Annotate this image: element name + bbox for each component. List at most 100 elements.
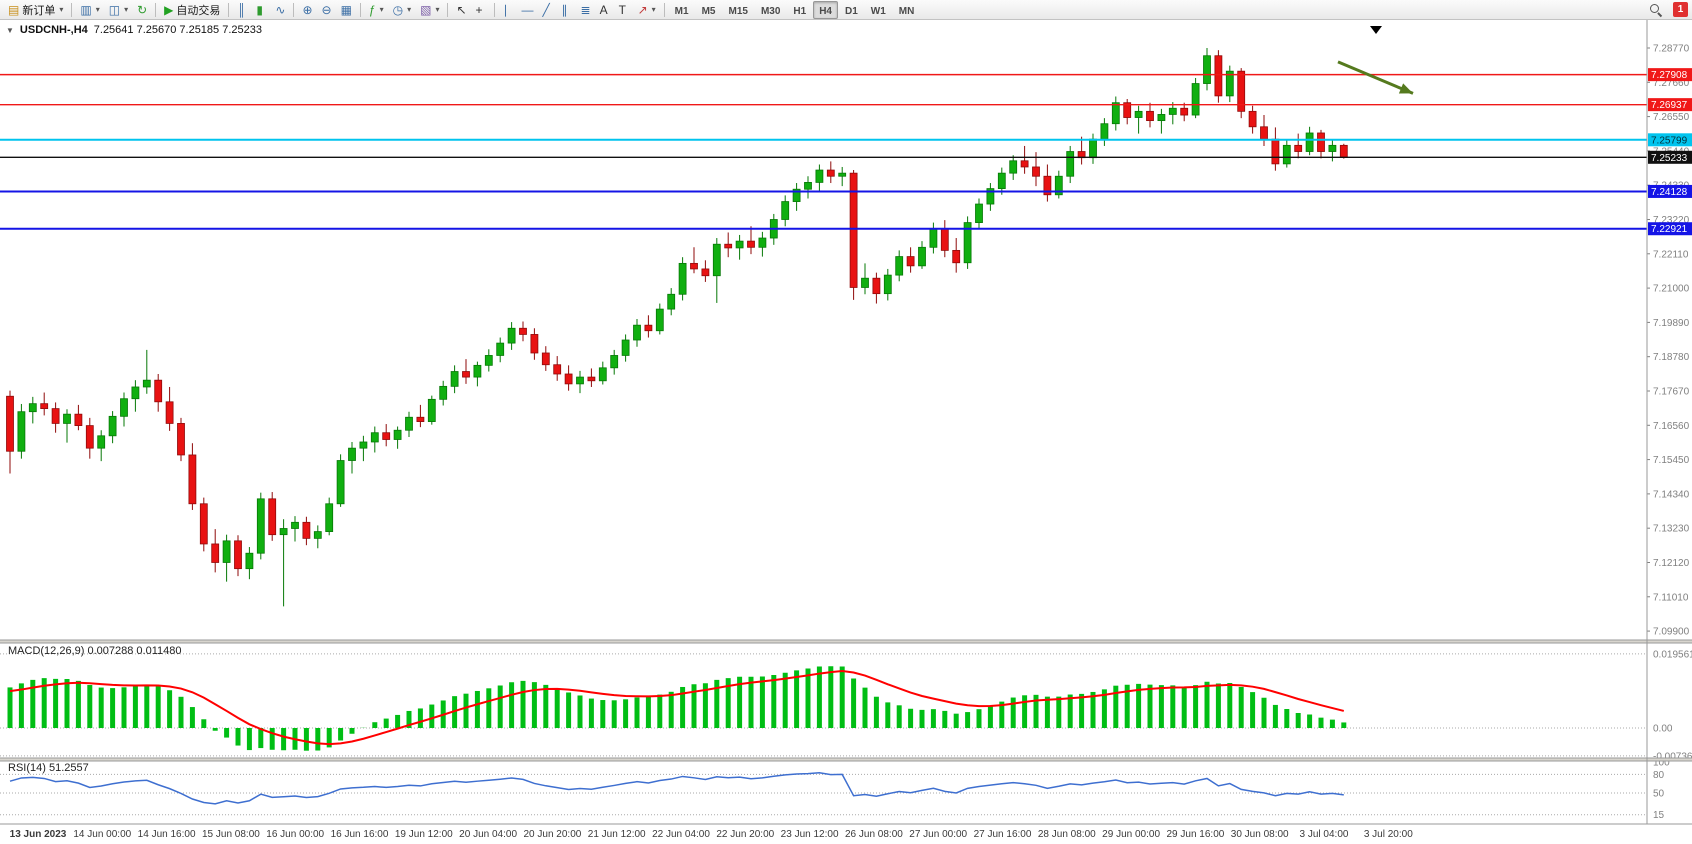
candle (929, 222, 938, 254)
chart-canvas[interactable]: 7.287707.276607.265507.254407.243307.232… (0, 20, 1692, 844)
label-button[interactable]: T (615, 1, 633, 19)
candle (462, 359, 470, 384)
timeframe-button-h1[interactable]: H1 (787, 1, 812, 19)
time-tick-label: 16 Jun 16:00 (331, 829, 389, 840)
price-tick-label: 7.23220 (1653, 215, 1690, 226)
candle (405, 411, 413, 438)
candlestick-chart-button[interactable]: ▮ (252, 1, 270, 19)
autotrading-button[interactable]: ▶ 自动交易 (160, 1, 224, 19)
candle (1271, 127, 1280, 171)
candle (883, 268, 892, 301)
trendline-button[interactable]: ╱ (539, 1, 557, 19)
channel-button[interactable]: ∥ (558, 1, 576, 19)
vertical-line-button[interactable]: ∣ (499, 1, 517, 19)
dropdown-caret-icon: ▾ (651, 5, 656, 14)
candles (6, 48, 1348, 607)
trend-arrow-annotation[interactable] (1337, 60, 1414, 95)
periods-button[interactable]: ◷ ▾ (389, 1, 416, 19)
candle (758, 231, 767, 257)
time-tick-label: 22 Jun 04:00 (652, 829, 710, 840)
candle (735, 234, 744, 260)
bar-chart-button[interactable]: ║ (233, 1, 251, 19)
macd-histogram (7, 666, 1347, 751)
candle (1134, 105, 1143, 134)
candle (199, 497, 208, 552)
candle (1100, 118, 1109, 146)
text-button[interactable]: A (596, 1, 614, 19)
indicators-button[interactable]: ƒ ▾ (365, 1, 388, 19)
toolbar-separator (663, 2, 665, 17)
candle (1225, 65, 1234, 103)
fibonacci-button[interactable]: ≣ (577, 1, 595, 19)
price-tick-label: 7.09900 (1653, 627, 1690, 638)
candle (804, 176, 812, 199)
line-chart-button[interactable]: ∿ (271, 1, 289, 19)
notification-badge[interactable]: 1 (1673, 2, 1688, 17)
one-click-trading-toggle[interactable]: ▼ (6, 25, 14, 35)
candle (872, 272, 881, 304)
crosshair-button[interactable]: + (472, 1, 490, 19)
timeframe-button-d1-label: D1 (844, 6, 858, 17)
timeframe-button-m15[interactable]: M15 (722, 1, 753, 19)
new-order-icon: ▤ (8, 2, 20, 17)
candle (519, 321, 527, 342)
cursor-button[interactable]: ↖ (452, 1, 470, 19)
candle (63, 409, 71, 443)
search-icon (1649, 3, 1662, 16)
macd-axis-label: 0.019561 (1653, 649, 1692, 660)
zoom-in-icon: ⊕ (302, 2, 313, 17)
candle (838, 166, 847, 187)
timeframe-button-w1-label: W1 (870, 6, 886, 17)
timeframe-button-mn[interactable]: MN (893, 1, 921, 19)
profiles-button[interactable]: ◫ ▾ (105, 1, 132, 19)
tile-windows-button[interactable]: ▦ (337, 1, 356, 19)
candle (587, 368, 596, 387)
candle (359, 435, 368, 462)
new-order-button[interactable]: ▤ 新订单 ▾ (4, 1, 67, 19)
dropdown-caret-icon: ▾ (95, 5, 100, 14)
price-axis[interactable]: 7.287707.276607.265507.254407.243307.232… (1647, 44, 1690, 638)
candle (85, 417, 94, 459)
timeframe-button-h4-label: H4 (819, 6, 832, 17)
horizontal-line-button[interactable]: ― (518, 1, 538, 19)
cursor-icon: ↖ (456, 2, 467, 17)
chart-window[interactable]: 7.287707.276607.265507.254407.243307.232… (0, 20, 1692, 844)
candle (1111, 96, 1120, 131)
time-tick-label: 27 Jun 16:00 (974, 829, 1032, 840)
arrows-button[interactable]: ↗ ▾ (634, 1, 660, 19)
timeframe-button-w1[interactable]: W1 (865, 1, 892, 19)
candle (1054, 170, 1063, 199)
timeframe-button-m1[interactable]: M1 (669, 1, 695, 19)
timeframe-button-h4[interactable]: H4 (813, 0, 838, 19)
candle (553, 356, 562, 381)
candle (610, 349, 619, 375)
time-tick-label: 20 Jun 20:00 (523, 829, 581, 840)
refresh-button[interactable]: ↻ (133, 1, 151, 19)
chart-shift-marker[interactable] (1370, 26, 1382, 34)
price-tick-label: 7.27660 (1653, 78, 1690, 89)
price-tick-label: 7.28770 (1653, 44, 1690, 55)
zoom-in-button[interactable]: ⊕ (298, 1, 316, 19)
time-axis[interactable]: 13 Jun 2023 14 Jun 00:00 14 Jun 16:00 15 Ju… (10, 829, 1414, 840)
channel-icon: ∥ (561, 2, 568, 17)
candle (678, 257, 687, 301)
line-chart-icon: ∿ (275, 2, 286, 17)
zoom-out-button[interactable]: ⊖ (318, 1, 336, 19)
candle (291, 516, 299, 542)
timeframe-button-m30[interactable]: M30 (755, 1, 786, 19)
candle (986, 183, 995, 211)
templates-button[interactable]: ▧ ▾ (416, 1, 443, 19)
candle (952, 238, 961, 273)
candle (1020, 145, 1029, 174)
price-level-label (1648, 133, 1692, 147)
timeframe-button-m5[interactable]: M5 (696, 1, 722, 19)
autotrading-icon: ▶ (164, 2, 174, 17)
new-chart-button[interactable]: ▥ ▾ (76, 1, 103, 19)
macd-axis-label: -0.007367 (1653, 751, 1692, 762)
candle (28, 396, 37, 424)
search-button[interactable] (1645, 1, 1666, 19)
indicators-icon: ƒ (368, 2, 376, 17)
time-tick-label: 29 Jun 00:00 (1102, 829, 1160, 840)
timeframe-button-d1[interactable]: D1 (839, 1, 864, 19)
price-level-label (1648, 150, 1692, 164)
